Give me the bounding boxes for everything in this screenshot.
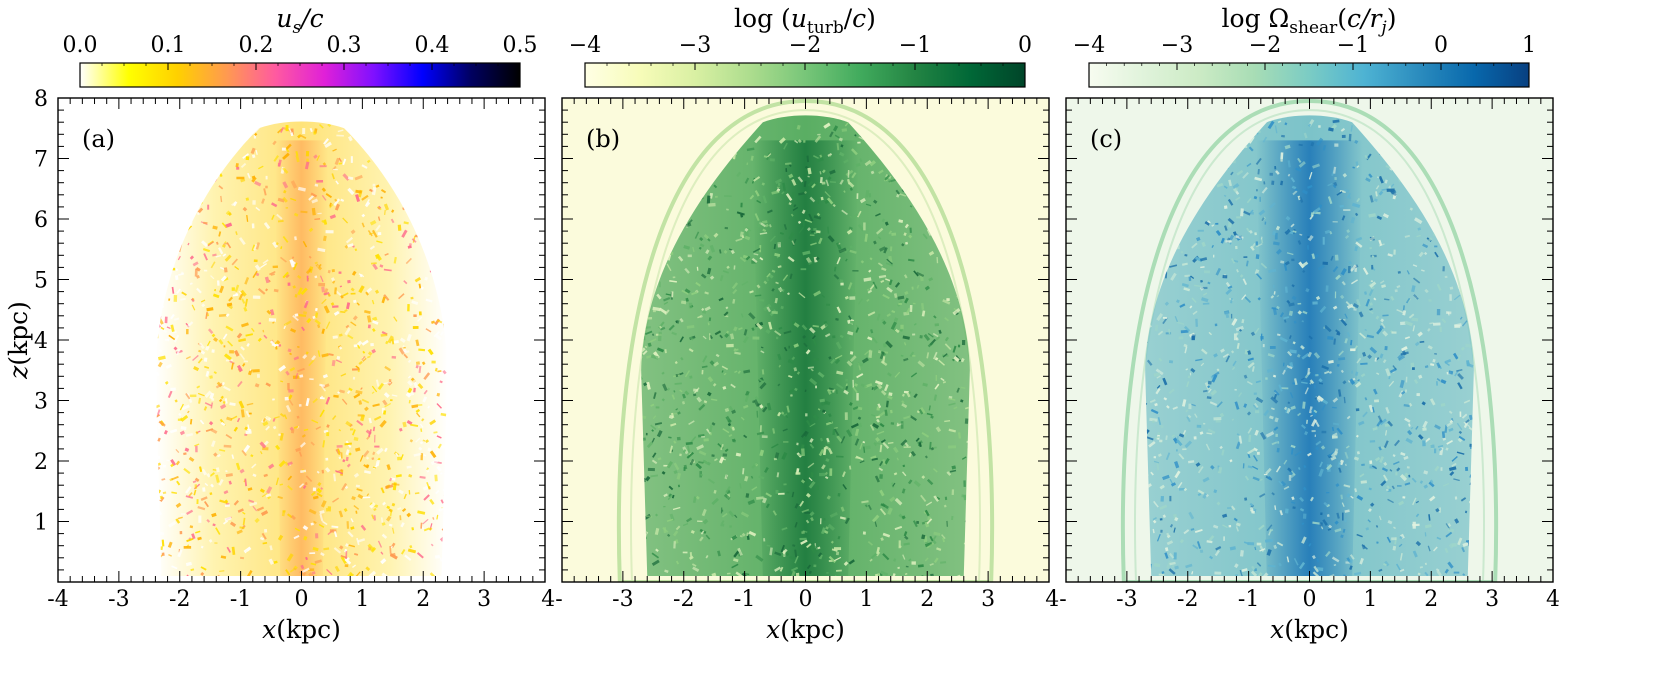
colorbar-title: us/c xyxy=(276,4,323,38)
x-tick-label: -4 xyxy=(47,587,68,612)
axis-labels: -4 -3 -2 -1 0 1 2 3 4- x(kpc) 1 2 3 4 5 6 7 8 z(kpc) -3 -2 -1… xyxy=(4,87,1560,644)
colorbar-tick-label: 0 xyxy=(1018,33,1032,58)
y-tick-label: 3 xyxy=(34,390,48,415)
x-tick-label: 4- xyxy=(1045,587,1066,612)
colorbar-tick-label: −2 xyxy=(789,33,821,58)
x-tick-label: 3 xyxy=(1485,587,1499,612)
x-tick-label: -3 xyxy=(1116,587,1137,612)
colorbar-tick-label: 0.0 xyxy=(63,33,98,58)
x-tick-label: 4 xyxy=(1546,587,1560,612)
colorbar-gradient xyxy=(1088,62,1530,88)
colorbar-tick-label: −3 xyxy=(679,33,711,58)
x-axis-title: x(kpc) xyxy=(262,615,341,644)
colorbar-tick-label: 1 xyxy=(1522,33,1536,58)
panel-2: (b) xyxy=(561,97,1050,583)
colorbar-tick-label: 0.2 xyxy=(239,33,274,58)
x-tick-label: -3 xyxy=(612,587,633,612)
heatmap-image xyxy=(58,98,545,582)
x-tick-label: 4- xyxy=(541,587,562,612)
x-tick-label: -1 xyxy=(230,587,251,612)
x-tick-label: 2 xyxy=(920,587,934,612)
y-tick-label: 4 xyxy=(34,329,48,354)
y-tick-label: 7 xyxy=(34,148,48,173)
x-tick-label: 0 xyxy=(799,587,813,612)
colorbar-tick-label: 0.4 xyxy=(415,33,450,58)
colorbar-tick-label: −3 xyxy=(1161,33,1193,58)
x-tick-label: -2 xyxy=(169,587,190,612)
colorbar-tick-label: 0.1 xyxy=(151,33,186,58)
jet-core xyxy=(1256,140,1363,576)
colorbar-tick-label: −4 xyxy=(1073,33,1105,58)
x-tick-label: 0 xyxy=(1303,587,1317,612)
colorbar-tick-label: 0.5 xyxy=(503,33,538,58)
colorbars: us/c 0.0 0.1 0.2 0.3 0.4 0.5 log (uturb/c) −4 −3 −… xyxy=(63,4,1536,88)
turbulence-texture xyxy=(1145,115,1474,576)
panel-label: (a) xyxy=(82,125,115,153)
x-axis-title: x(kpc) xyxy=(766,615,845,644)
y-tick-label: 8 xyxy=(34,87,48,112)
y-tick-label: 5 xyxy=(34,269,48,294)
colorbar-title: log Ωshear(c/rj) xyxy=(1222,4,1397,38)
y-tick-label: 6 xyxy=(34,208,48,233)
jet-core xyxy=(752,140,859,576)
panels: (a) (b) (c) xyxy=(57,97,1554,583)
x-tick-label: 2 xyxy=(1424,587,1438,612)
x-tick-label: 3 xyxy=(477,587,491,612)
colorbar-tick-label: −4 xyxy=(569,33,601,58)
colorbar-3: log Ωshear(c/rj) −4 −3 −2 −1 0 1 xyxy=(1073,4,1536,88)
x-tick-label: 1 xyxy=(859,587,873,612)
x-tick-label: -3 xyxy=(108,587,129,612)
colorbar-tick-label: −1 xyxy=(1337,33,1369,58)
x-tick-label: -2 xyxy=(1177,587,1198,612)
panel-label: (b) xyxy=(586,125,620,153)
y-axis-title: z(kpc) xyxy=(4,301,33,380)
y-tick-label: 2 xyxy=(34,450,48,475)
x-tick-label: 0 xyxy=(295,587,309,612)
panel-1: (a) xyxy=(57,97,546,583)
colorbar-tick-label: −1 xyxy=(899,33,931,58)
heatmap-image xyxy=(1066,98,1553,582)
x-tick-label: -2 xyxy=(673,587,694,612)
y-tick-label: 1 xyxy=(34,511,48,536)
jet-core xyxy=(274,140,329,576)
colorbar-title: log (uturb/c) xyxy=(734,4,876,38)
x-axis-title: x(kpc) xyxy=(1270,615,1349,644)
x-tick-label: 3 xyxy=(981,587,995,612)
panel-3: (c) xyxy=(1065,97,1554,583)
colorbar-gradient xyxy=(79,62,521,88)
x-tick-label: 2 xyxy=(416,587,430,612)
colorbar-2: log (uturb/c) −4 −3 −2 −1 0 xyxy=(569,4,1032,88)
panel-label: (c) xyxy=(1090,125,1122,153)
x-tick-label: -1 xyxy=(1238,587,1259,612)
heatmap-image xyxy=(562,98,1049,582)
colorbar-tick-label: −2 xyxy=(1249,33,1281,58)
x-tick-label: 1 xyxy=(1363,587,1377,612)
colorbar-tick-label: 0 xyxy=(1434,33,1448,58)
x-tick-label: 1 xyxy=(355,587,369,612)
colorbar-tick-label: 0.3 xyxy=(327,33,362,58)
x-tick-label: -1 xyxy=(734,587,755,612)
colorbar-1: us/c 0.0 0.1 0.2 0.3 0.4 0.5 xyxy=(63,4,538,88)
